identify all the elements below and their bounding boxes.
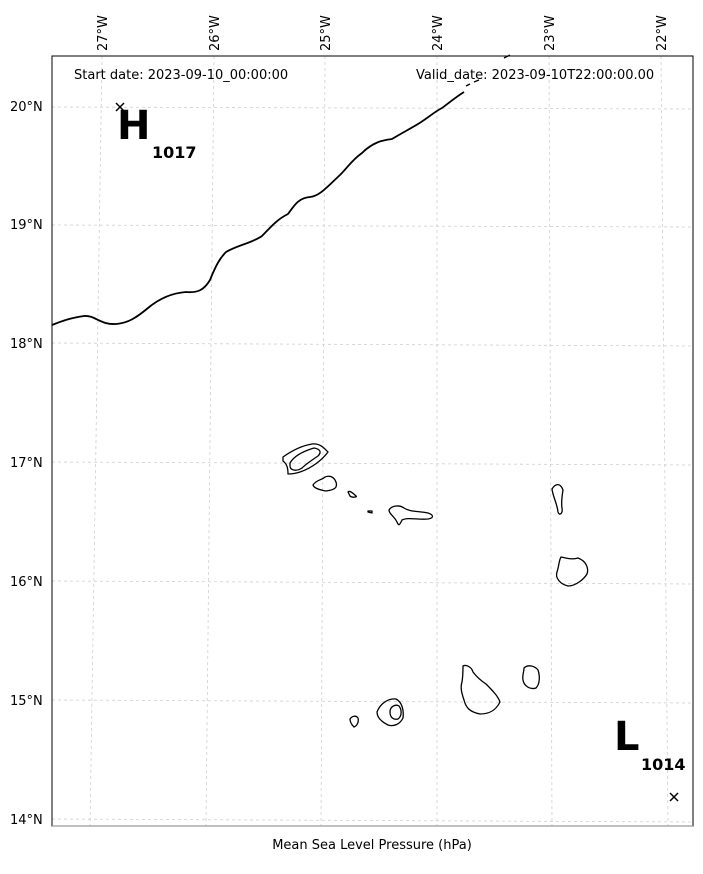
lon-label-22w: 22°W: [655, 15, 670, 51]
meridian-22w: [660, 55, 669, 827]
lat-label-17n: 17°N: [10, 456, 43, 471]
lat-label-19n: 19°N: [10, 218, 43, 233]
map-frame: [51, 55, 694, 827]
lon-label-26w: 26°W: [208, 15, 223, 51]
lat-label-18n: 18°N: [10, 337, 43, 352]
graticule: [51, 55, 694, 827]
island-boa-vista: [555, 556, 589, 587]
island-santo-antao: [282, 443, 329, 475]
parallel-19n: [51, 224, 694, 228]
lon-label-27w: 27°W: [96, 15, 111, 51]
lon-label-25w: 25°W: [319, 15, 334, 51]
x-axis-label: Mean Sea Level Pressure (hPa): [272, 838, 472, 853]
meridian-26w: [205, 55, 215, 827]
lat-label-15n: 15°N: [10, 694, 43, 709]
meridian-25w: [320, 55, 326, 827]
island-santiago: [460, 664, 501, 715]
low-pressure-center: L 1014: [614, 714, 686, 802]
cape-verde-islands: [282, 443, 589, 728]
high-letter: H: [117, 103, 150, 149]
parallel-16n: [51, 580, 694, 585]
valid-date-text: Valid_date: 2023-09-10T22:00:00.00: [416, 68, 654, 83]
low-center-marker: [669, 792, 679, 802]
island-santa-luzia: [347, 490, 358, 498]
island-fogo: [376, 698, 404, 727]
meridian-27w: [89, 55, 103, 827]
island-santo-antao-inner-contour: [289, 447, 321, 471]
island-brava: [349, 715, 359, 728]
lon-label-23w: 23°W: [543, 15, 558, 51]
low-value: 1014: [641, 755, 686, 774]
high-pressure-center: H 1017: [115, 102, 197, 162]
longitude-labels: 27°W 26°W 25°W 24°W 23°W 22°W: [96, 15, 670, 51]
isobar-1016: [51, 91, 465, 326]
parallel-17n: [51, 461, 694, 466]
island-fogo-inner-contour: [389, 704, 402, 720]
parallel-18n: [51, 342, 694, 347]
meridian-23w: [548, 55, 553, 827]
parallel-20n: [51, 106, 694, 110]
island-sao-vicente: [312, 475, 338, 492]
parallel-15n: [51, 699, 694, 704]
high-center-marker: [115, 102, 125, 112]
island-sal: [551, 483, 564, 515]
latitude-labels: 20°N 19°N 18°N 17°N 16°N 15°N 14°N: [10, 100, 43, 828]
island-maio: [522, 665, 540, 690]
lat-label-14n: 14°N: [10, 813, 43, 828]
parallel-14n: [51, 818, 694, 823]
lat-label-20n: 20°N: [10, 100, 43, 115]
start-date-text: Start date: 2023-09-10_00:00:00: [74, 68, 288, 83]
high-value: 1017: [152, 143, 197, 162]
lat-label-16n: 16°N: [10, 575, 43, 590]
island-ilheu: [367, 510, 373, 514]
island-sao-nicolau: [388, 505, 434, 526]
low-letter: L: [614, 714, 640, 760]
lon-label-24w: 24°W: [431, 15, 446, 51]
